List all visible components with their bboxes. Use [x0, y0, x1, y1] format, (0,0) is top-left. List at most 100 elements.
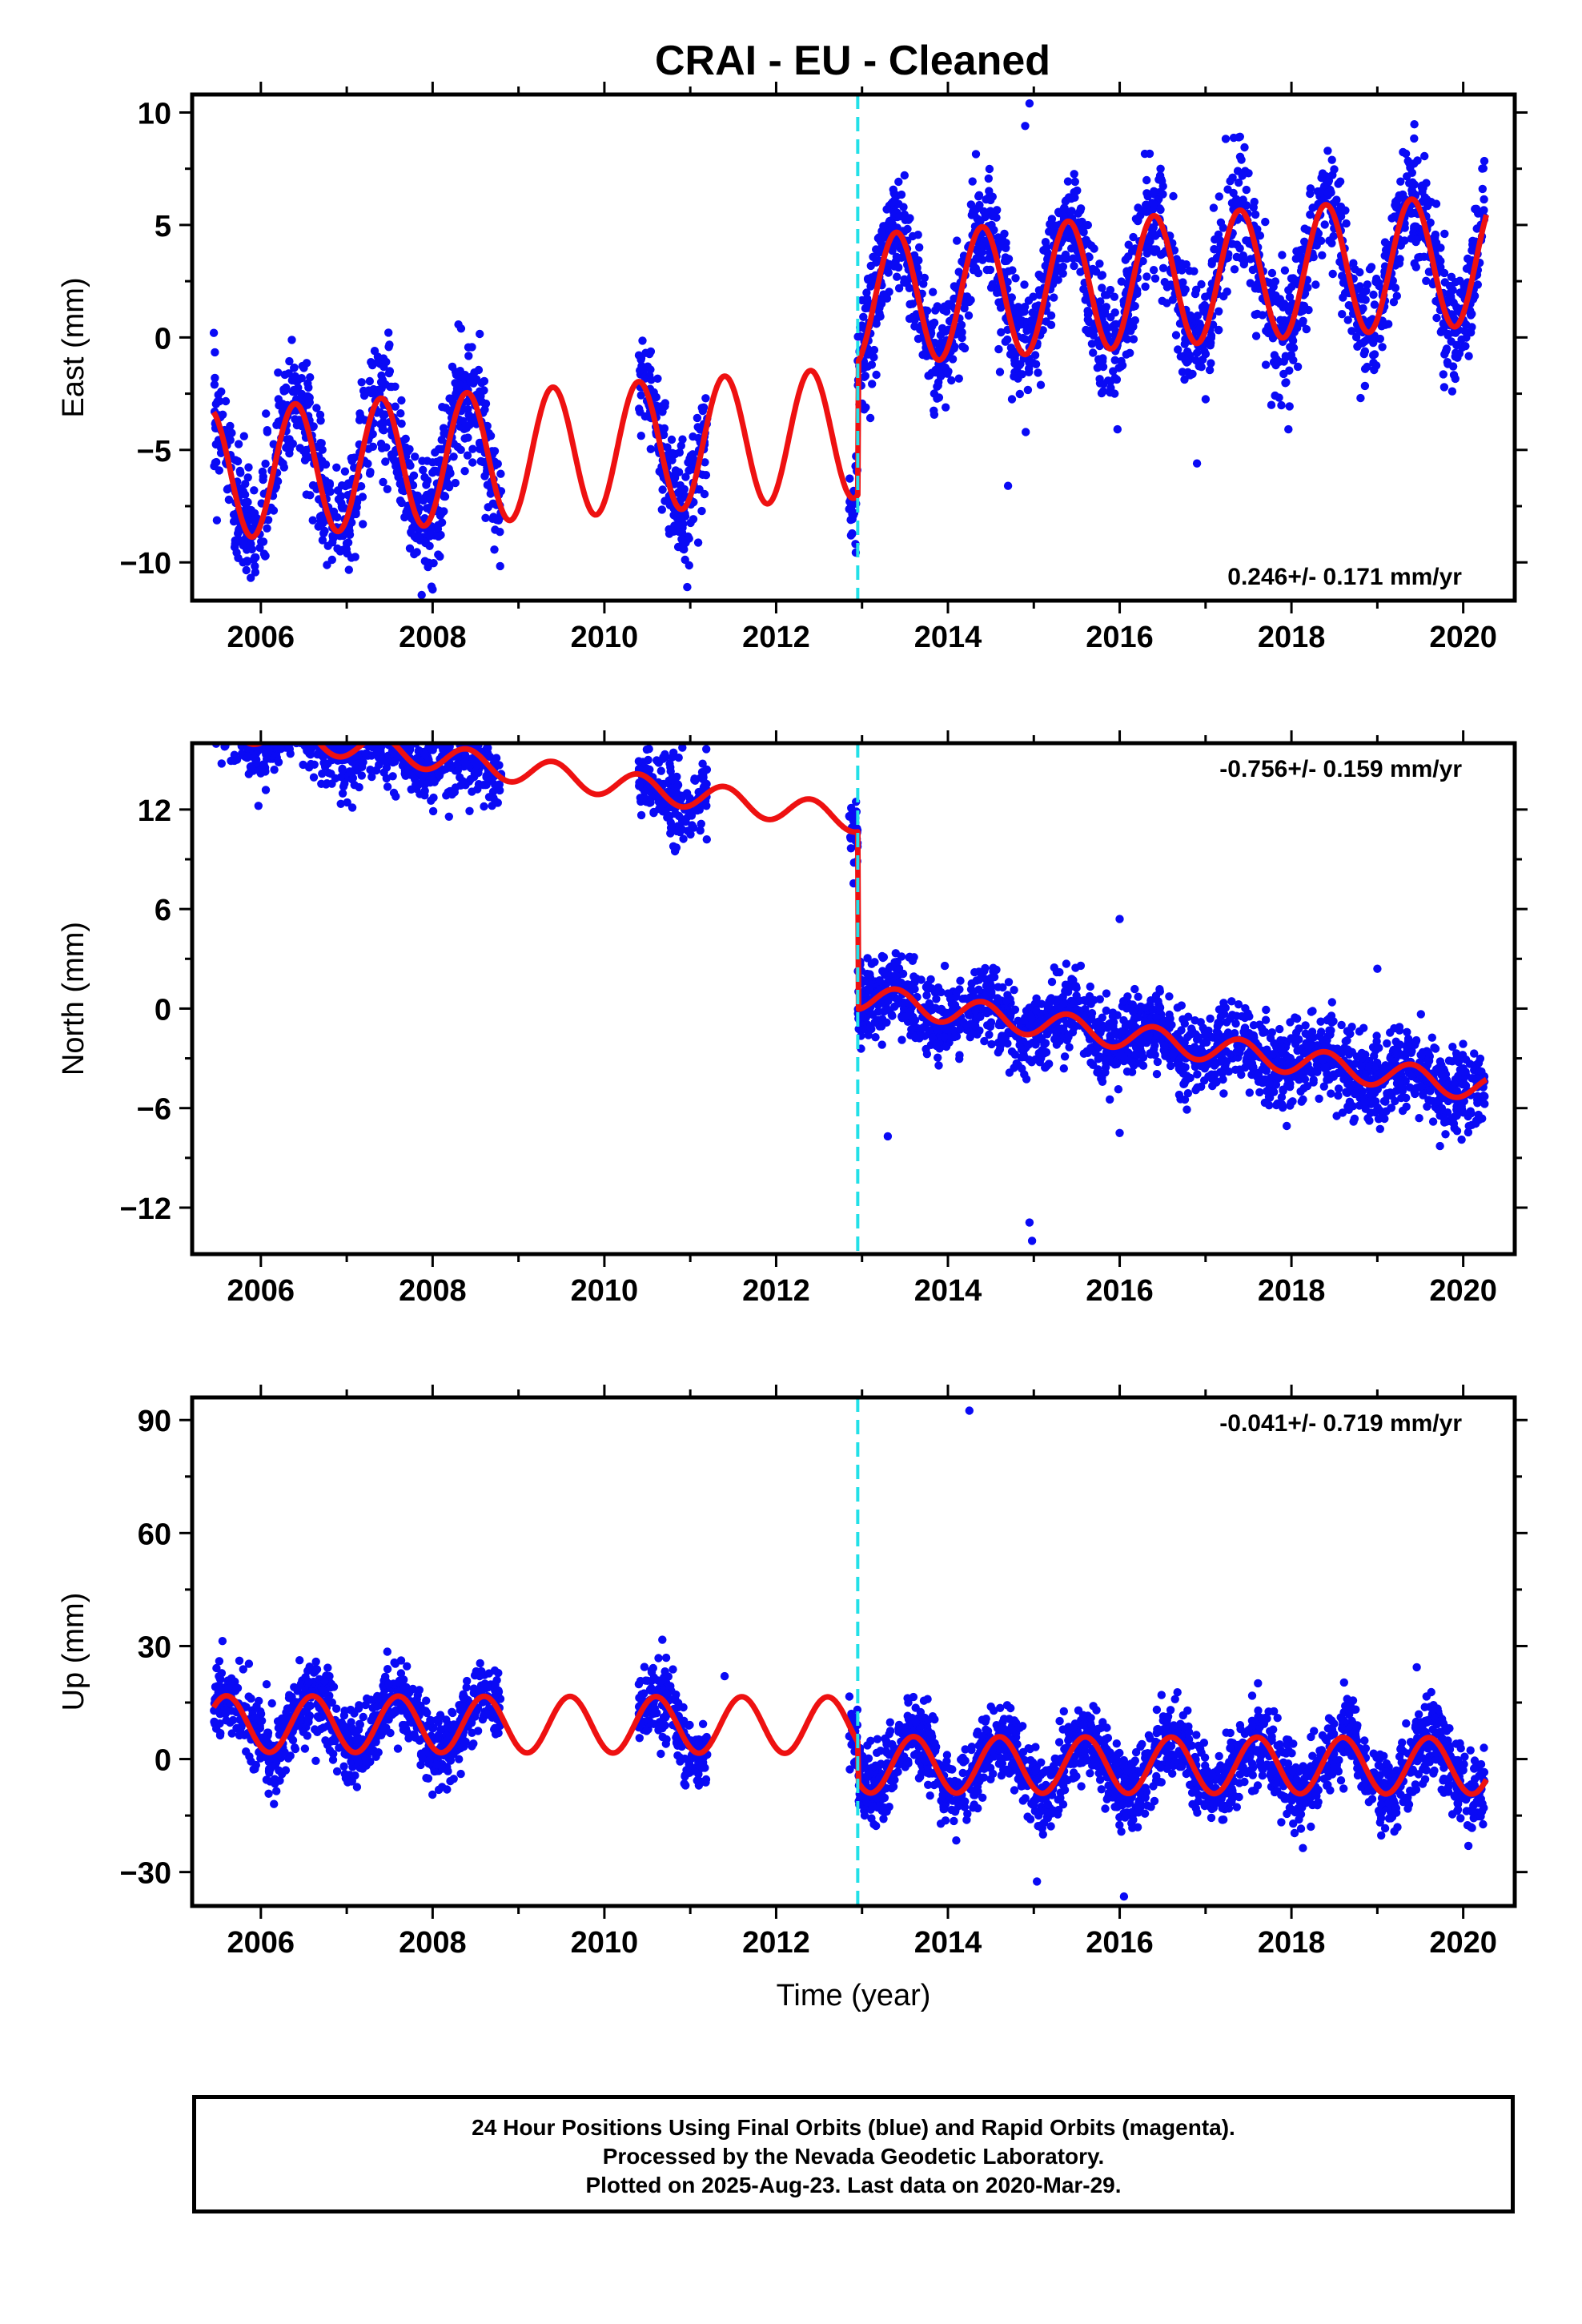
data-point	[387, 452, 396, 462]
data-point	[333, 729, 341, 737]
data-point	[1480, 156, 1489, 166]
data-point	[1391, 201, 1399, 210]
data-point	[674, 488, 683, 497]
data-point	[1106, 384, 1115, 392]
data-point	[222, 724, 230, 732]
data-point	[701, 458, 709, 467]
data-point	[677, 496, 685, 505]
data-point	[420, 734, 428, 742]
data-point	[237, 705, 245, 713]
data-point	[1285, 292, 1295, 302]
data-point	[278, 712, 286, 720]
data-point	[638, 336, 647, 345]
data-point	[275, 726, 283, 734]
data-point	[368, 698, 376, 706]
data-point	[247, 726, 255, 734]
data-point	[456, 324, 466, 333]
data-point	[217, 712, 225, 720]
data-point	[289, 385, 299, 395]
data-point	[310, 712, 318, 720]
data-point	[286, 440, 295, 450]
data-point	[702, 779, 711, 789]
data-point	[233, 719, 241, 727]
data-point	[446, 724, 454, 732]
data-point	[1058, 269, 1067, 278]
data-point	[1180, 375, 1189, 384]
data-point	[481, 513, 490, 522]
data-point	[419, 465, 428, 475]
data-point	[1205, 365, 1215, 375]
data-point	[403, 722, 411, 730]
data-point	[1378, 343, 1387, 352]
data-point	[477, 712, 485, 720]
data-point	[942, 403, 950, 412]
data-point	[903, 224, 912, 234]
data-point	[386, 718, 394, 726]
data-point	[960, 304, 969, 313]
data-point	[222, 714, 230, 722]
data-point	[1272, 355, 1281, 364]
data-point	[367, 772, 376, 782]
data-point	[1142, 175, 1151, 185]
data-point	[1181, 356, 1190, 364]
chart-title: CRAI - EU - Cleaned	[654, 38, 1051, 84]
data-point	[1468, 240, 1477, 249]
data-point	[338, 789, 347, 798]
data-point	[1271, 277, 1280, 286]
data-point	[243, 704, 251, 712]
data-point	[1109, 367, 1118, 376]
data-point	[303, 394, 312, 403]
data-point	[685, 466, 693, 475]
data-point	[669, 748, 678, 757]
data-point	[358, 493, 367, 501]
data-point	[243, 473, 252, 482]
data-point	[695, 485, 704, 494]
data-point	[1227, 239, 1236, 248]
data-point	[223, 485, 232, 494]
data-point	[258, 467, 267, 476]
data-point	[237, 722, 245, 730]
data-point	[448, 790, 456, 799]
data-point	[246, 762, 255, 771]
data-point	[666, 762, 675, 772]
data-point	[1292, 276, 1301, 285]
data-point	[492, 516, 501, 525]
data-point	[396, 409, 405, 418]
data-point	[365, 376, 374, 386]
data-point	[252, 715, 260, 723]
data-point	[311, 719, 319, 727]
data-point	[261, 459, 270, 468]
data-point	[211, 373, 219, 383]
data-point	[320, 717, 328, 725]
data-point	[845, 474, 854, 483]
data-point	[245, 733, 253, 741]
data-point	[489, 758, 499, 767]
data-point	[1436, 243, 1445, 252]
data-point	[316, 726, 324, 734]
data-point	[265, 714, 273, 722]
data-point	[330, 724, 338, 732]
data-point	[490, 447, 500, 456]
data-point	[696, 826, 705, 835]
data-point	[1299, 245, 1308, 254]
data-point	[452, 725, 460, 733]
data-point	[1262, 326, 1271, 336]
data-point	[393, 725, 401, 733]
model-fit-line	[211, 196, 1489, 541]
data-point	[351, 553, 359, 561]
data-point	[1207, 331, 1216, 340]
data-point	[453, 731, 461, 739]
data-point	[264, 716, 272, 724]
data-point	[237, 731, 245, 739]
data-point	[269, 722, 277, 730]
data-point	[352, 503, 361, 512]
data-point	[647, 376, 656, 384]
data-point	[882, 205, 891, 214]
data-point	[354, 731, 362, 739]
data-point	[869, 345, 879, 355]
data-point	[900, 171, 909, 180]
data-point	[890, 195, 899, 205]
data-point	[636, 432, 645, 440]
data-point	[213, 695, 221, 703]
data-point	[1262, 1005, 1271, 1015]
